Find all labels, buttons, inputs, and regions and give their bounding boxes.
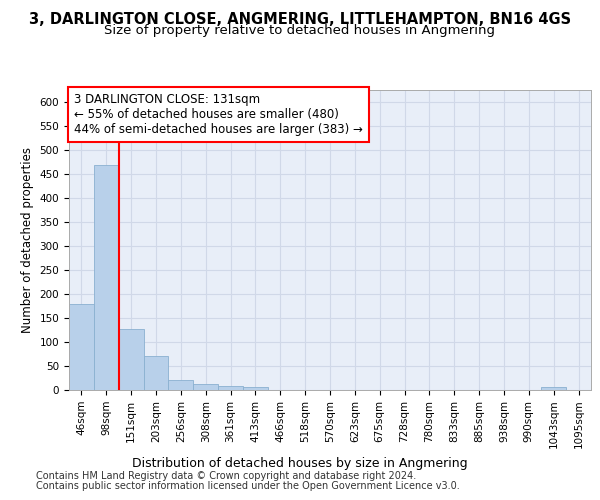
Text: Contains HM Land Registry data © Crown copyright and database right 2024.: Contains HM Land Registry data © Crown c… — [36, 471, 416, 481]
Text: 3 DARLINGTON CLOSE: 131sqm
← 55% of detached houses are smaller (480)
44% of sem: 3 DARLINGTON CLOSE: 131sqm ← 55% of deta… — [74, 93, 363, 136]
Bar — [193, 384, 218, 390]
Bar — [169, 380, 193, 390]
Text: Contains public sector information licensed under the Open Government Licence v3: Contains public sector information licen… — [36, 481, 460, 491]
Text: Distribution of detached houses by size in Angmering: Distribution of detached houses by size … — [132, 458, 468, 470]
Bar — [541, 387, 566, 390]
Y-axis label: Number of detached properties: Number of detached properties — [21, 147, 34, 333]
Bar — [119, 329, 143, 390]
Bar — [69, 304, 94, 390]
Text: 3, DARLINGTON CLOSE, ANGMERING, LITTLEHAMPTON, BN16 4GS: 3, DARLINGTON CLOSE, ANGMERING, LITTLEHA… — [29, 12, 571, 28]
Bar — [243, 387, 268, 390]
Bar — [143, 356, 169, 390]
Bar — [94, 166, 119, 390]
Text: Size of property relative to detached houses in Angmering: Size of property relative to detached ho… — [104, 24, 496, 37]
Bar — [218, 386, 243, 390]
